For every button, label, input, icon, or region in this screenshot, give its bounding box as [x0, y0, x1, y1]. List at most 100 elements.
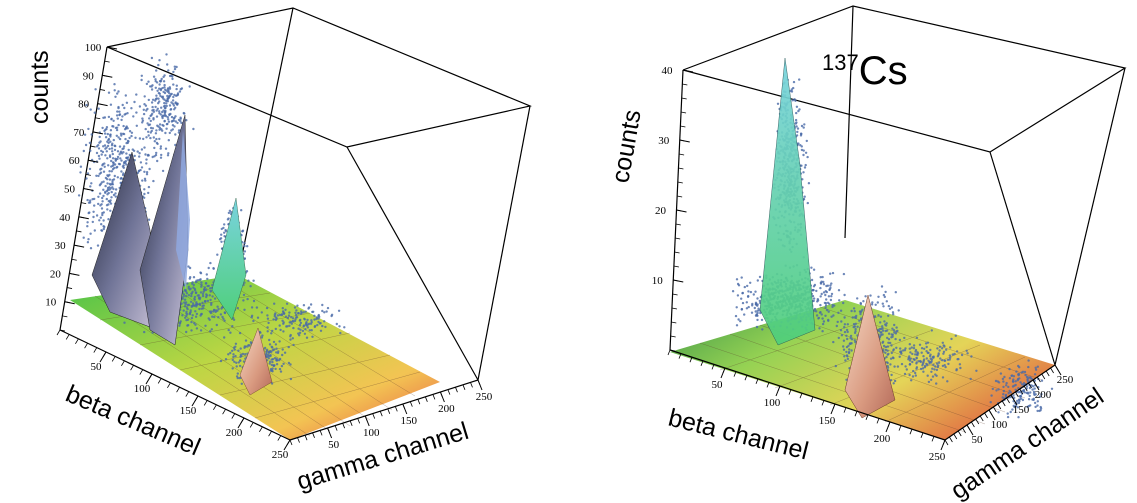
- scatter-point: [1023, 370, 1027, 374]
- y-minor-tick: [993, 406, 997, 413]
- scatter-point: [289, 377, 293, 381]
- scatter-point: [112, 187, 115, 191]
- scatter-point: [273, 364, 276, 367]
- scatter-point: [270, 382, 274, 385]
- scatter-point: [187, 265, 190, 268]
- peak-group-right: [759, 57, 896, 419]
- scatter-point: [229, 331, 232, 334]
- scatter-point: [268, 343, 272, 346]
- scatter-point: [180, 87, 184, 90]
- scatter-point: [842, 348, 846, 351]
- y-tick-label: 200: [1035, 389, 1052, 401]
- scatter-point: [102, 227, 106, 231]
- scatter-point: [133, 154, 136, 158]
- x-tick: [99, 351, 107, 363]
- scatter-point: [795, 105, 799, 109]
- scatter-point: [142, 112, 146, 116]
- scatter-point: [908, 347, 911, 350]
- scatter-point: [939, 357, 942, 360]
- peak-group-left: [91, 114, 273, 396]
- x-minor-tick: [75, 338, 79, 345]
- scatter-point: [112, 119, 115, 123]
- scatter-point: [107, 91, 111, 94]
- scatter-point: [111, 180, 114, 184]
- scatter-point: [125, 152, 128, 155]
- scatter-point: [178, 322, 182, 325]
- scatter-point: [739, 320, 742, 323]
- scatter-point: [235, 365, 238, 368]
- scatter-point: [203, 288, 206, 291]
- x-tick-label: 50: [712, 379, 724, 391]
- scatter-point: [92, 210, 95, 213]
- scatter-point: [123, 128, 127, 131]
- scatter-point: [319, 329, 323, 332]
- scatter-point: [115, 166, 118, 169]
- scatter-point: [740, 297, 743, 300]
- scatter-point: [158, 87, 161, 90]
- scatter-point: [210, 328, 213, 331]
- y-tick: [364, 415, 370, 427]
- scatter-point: [1020, 383, 1024, 386]
- x-tick-label: 150: [819, 415, 836, 427]
- scatter-point: [79, 165, 83, 168]
- scatter-point: [165, 102, 168, 105]
- scatter-point: [118, 153, 121, 156]
- scatter-point: [806, 155, 809, 159]
- scatter-point: [85, 103, 88, 107]
- x-minor-tick: [733, 371, 737, 377]
- scatter-point: [798, 78, 801, 81]
- scatter-point: [926, 341, 930, 344]
- scatter-point: [1036, 409, 1039, 413]
- scatter-point: [885, 324, 888, 327]
- scatter-point: [934, 365, 937, 368]
- scatter-point: [847, 351, 851, 355]
- scatter-point: [105, 197, 109, 201]
- scatter-point: [747, 305, 750, 309]
- scatter-point: [887, 314, 890, 317]
- scatter-point: [107, 115, 111, 119]
- z-tick-label: 50: [64, 184, 76, 196]
- scatter-point: [120, 152, 124, 155]
- scatter-point: [193, 322, 196, 325]
- scatter-point: [142, 137, 145, 141]
- scatter-point: [741, 301, 745, 305]
- x-minor-tick: [898, 425, 902, 431]
- scatter-point: [912, 369, 915, 373]
- scatter-point: [120, 159, 123, 162]
- y-tick: [477, 379, 483, 391]
- scatter-point: [120, 134, 123, 137]
- scatter-point: [1027, 365, 1030, 369]
- scatter-point: [886, 364, 889, 368]
- scatter-point: [266, 330, 269, 333]
- x-minor-tick: [93, 347, 98, 353]
- scatter-point: [239, 353, 243, 356]
- scatter-point: [111, 142, 114, 145]
- scatter-point: [817, 316, 821, 320]
- scatter-point: [270, 363, 273, 367]
- scatter-point: [795, 111, 798, 115]
- scatter-point: [877, 314, 880, 317]
- peak-peach-right: [844, 294, 896, 419]
- scatter-point: [945, 348, 948, 351]
- scatter-point: [191, 282, 194, 285]
- scatter-point: [955, 369, 958, 372]
- scatter-point: [890, 336, 893, 339]
- scatter-point: [895, 346, 898, 349]
- scatter-point: [158, 123, 162, 126]
- scatter-point: [98, 172, 102, 175]
- scatter-point: [116, 150, 120, 153]
- y-tick-label: 100: [363, 427, 380, 439]
- scatter-point: [281, 319, 284, 322]
- scatter-point: [930, 378, 933, 381]
- scatter-point: [168, 94, 172, 98]
- y-minor-tick: [379, 411, 383, 417]
- scatter-point: [1004, 394, 1007, 398]
- scatter-point: [273, 348, 276, 351]
- scatter-point: [108, 182, 112, 186]
- x-minor-tick: [755, 378, 759, 384]
- y-minor-tick: [432, 394, 436, 400]
- scatter-point: [271, 360, 274, 364]
- z-tick-label: 70: [73, 127, 85, 139]
- scatter-point: [104, 184, 107, 188]
- scatter-point: [234, 342, 238, 345]
